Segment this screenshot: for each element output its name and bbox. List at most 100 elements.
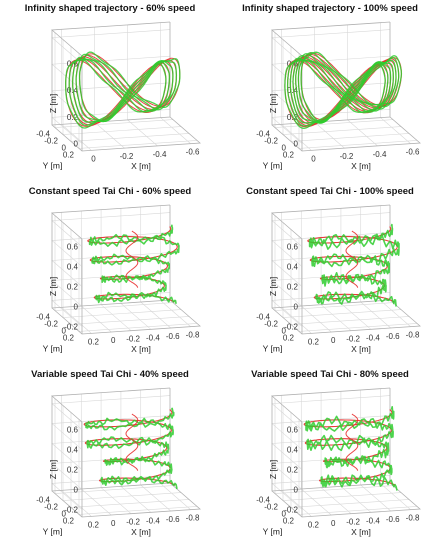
measured-trajectory-line bbox=[85, 407, 178, 490]
measured-trajectory-line bbox=[300, 51, 403, 122]
x-tick-label: 0.2 bbox=[88, 520, 100, 529]
z-tick-label: -0.2 bbox=[284, 322, 298, 331]
z-tick-label: 0.6 bbox=[287, 426, 299, 435]
z-tick-label: 0.4 bbox=[67, 446, 79, 455]
measured-trajectory-line bbox=[292, 55, 394, 124]
y-tick-label: -0.2 bbox=[44, 137, 58, 146]
plot-area: 0.60.40.20-0.2Z [m]-0.4-0.200.2Y [m]0.2 0… bbox=[36, 387, 201, 537]
reference-trajectory-line bbox=[289, 57, 392, 125]
x-tick-label: 0 bbox=[311, 154, 316, 163]
measured-trajectory-line bbox=[78, 51, 181, 123]
z-tick-label: 0.2 bbox=[287, 283, 299, 292]
x-tick-label: -0.6 bbox=[386, 332, 400, 341]
x-tick-label: 0.2 bbox=[308, 337, 320, 346]
x-tick-label: -0.2 bbox=[346, 335, 360, 344]
z-tick-label: 0.6 bbox=[67, 243, 79, 252]
x-tick-label: -0.4 bbox=[146, 333, 160, 342]
measured-trajectory-line bbox=[284, 59, 386, 129]
box-edges bbox=[271, 387, 421, 518]
x-tick-label: -0.4 bbox=[366, 333, 380, 342]
x-tick-label: -0.2 bbox=[126, 335, 140, 344]
reference-trajectory-line bbox=[68, 58, 170, 126]
z-tick-label: 0.2 bbox=[67, 466, 79, 475]
z-axis-label: Z [m] bbox=[268, 277, 278, 296]
x-tick-label: -0.4 bbox=[366, 516, 380, 525]
y-tick-label: -0.4 bbox=[36, 130, 50, 139]
measured-trajectory-line bbox=[71, 56, 174, 123]
z-tick-label: 0.4 bbox=[287, 446, 299, 455]
x-axis-label: X [m] bbox=[131, 527, 151, 537]
x-tick-label: -0.2 bbox=[346, 518, 360, 527]
x-tick-label: -0.8 bbox=[186, 514, 200, 523]
y-tick-label: 0 bbox=[282, 326, 287, 335]
z-tick-label: 0.6 bbox=[287, 243, 299, 252]
y-tick-label: 0.2 bbox=[283, 516, 295, 525]
measured-trajectory-line bbox=[289, 57, 392, 124]
measured-trajectory-line bbox=[308, 223, 400, 307]
reference-center-line bbox=[125, 413, 139, 471]
panel-infinity-60: Infinity shaped trajectory - 60% speed 0… bbox=[0, 0, 220, 183]
reference-trajectory-line bbox=[297, 53, 400, 122]
x-tick-label: -0.6 bbox=[406, 148, 420, 157]
x-tick-label: -0.4 bbox=[146, 516, 160, 525]
panel-title: Infinity shaped trajectory - 100% speed bbox=[242, 3, 418, 14]
y-tick-label: -0.4 bbox=[36, 496, 50, 505]
y-tick-label: -0.2 bbox=[264, 503, 278, 512]
reference-trajectory-line bbox=[295, 55, 397, 123]
z-axis-label: Z [m] bbox=[48, 94, 58, 113]
reference-center-line bbox=[345, 230, 359, 288]
y-tick-label: -0.4 bbox=[256, 313, 270, 322]
x-tick-label: -0.2 bbox=[126, 518, 140, 527]
y-axis-label: Y [m] bbox=[263, 527, 283, 537]
measured-trajectory-line bbox=[295, 53, 397, 124]
reference-center-line bbox=[345, 413, 359, 471]
y-tick-label: -0.4 bbox=[36, 313, 50, 322]
x-tick-label: -0.6 bbox=[186, 148, 200, 157]
z-tick-label: 0.4 bbox=[287, 86, 299, 95]
y-tick-label: 0 bbox=[282, 509, 287, 518]
y-tick-label: -0.2 bbox=[264, 137, 278, 146]
y-tick-label: -0.2 bbox=[44, 503, 58, 512]
z-tick-label: 0.4 bbox=[287, 263, 299, 272]
plot-area: 0.60.40.20-0.2Z [m]-0.4-0.200.2Y [m]0.2 0… bbox=[256, 387, 421, 537]
x-axis-label: X [m] bbox=[131, 161, 151, 171]
y-tick-label: 0.2 bbox=[283, 150, 295, 159]
z-tick-label: 0.4 bbox=[67, 263, 79, 272]
measured-trajectory-line bbox=[68, 58, 171, 126]
trajectories bbox=[87, 224, 180, 304]
y-axis-label: Y [m] bbox=[43, 161, 63, 171]
x-axis-label: X [m] bbox=[131, 344, 151, 354]
y-axis-label: Y [m] bbox=[263, 161, 283, 171]
plot-area: 0.60.40.20Z [m]-0.4-0.200.2Y [m]0 -0.2 -0.… bbox=[256, 21, 421, 171]
trajectories bbox=[65, 51, 181, 129]
x-tick-label: -0.8 bbox=[186, 331, 200, 340]
x-tick-label: -0.6 bbox=[166, 332, 180, 341]
x-tick-label: -0.8 bbox=[406, 331, 420, 340]
panel-title: Infinity shaped trajectory - 60% speed bbox=[24, 3, 196, 14]
panel-constant-taichi-100: Constant speed Tai Chi - 100% speed 0.6 0… bbox=[220, 183, 440, 366]
x-tick-label: 0 bbox=[111, 519, 116, 528]
panel-constant-taichi-60: Constant speed Tai Chi - 60% speed 0.6 0.… bbox=[0, 183, 220, 366]
x-tick-label: -0.6 bbox=[386, 515, 400, 524]
y-tick-label: -0.4 bbox=[256, 496, 270, 505]
x-tick-label: 0.2 bbox=[88, 337, 100, 346]
reference-trajectory-line bbox=[79, 53, 181, 121]
panel-variable-taichi-40: Variable speed Tai Chi - 40% speed 0.6 0.… bbox=[0, 366, 220, 549]
x-tick-label: -0.6 bbox=[166, 515, 180, 524]
y-tick-label: 0 bbox=[62, 509, 67, 518]
y-axis-label: Y [m] bbox=[263, 344, 283, 354]
y-tick-label: 0.2 bbox=[63, 150, 75, 159]
z-tick-label: 0 bbox=[294, 485, 299, 494]
plot-area: 0.60.40.20-0.2Z [m]-0.4-0.200.2Y [m]0.2 0… bbox=[256, 204, 421, 354]
panel-title: Variable speed Tai Chi - 80% speed bbox=[251, 369, 409, 380]
z-axis-label: Z [m] bbox=[268, 94, 278, 113]
z-tick-label: 0 bbox=[74, 302, 79, 311]
z-axis-label: Z [m] bbox=[48, 460, 58, 479]
z-tick-label: 0.6 bbox=[67, 426, 79, 435]
x-axis-label: X [m] bbox=[351, 344, 371, 354]
trajectories bbox=[307, 223, 400, 307]
x-axis-label: X [m] bbox=[351, 161, 371, 171]
x-tick-label: -0.2 bbox=[120, 152, 134, 161]
y-tick-label: 0 bbox=[62, 143, 67, 152]
